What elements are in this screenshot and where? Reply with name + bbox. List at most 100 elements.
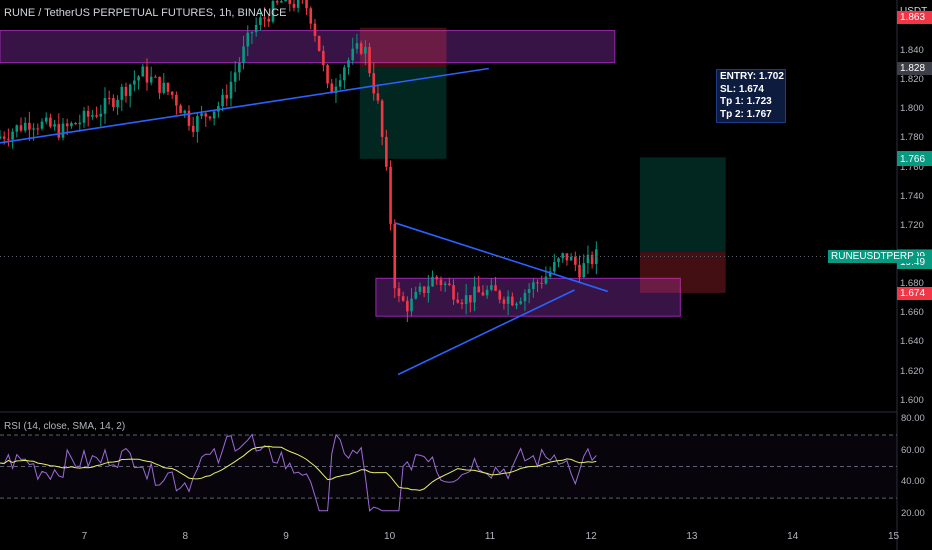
candle-body <box>36 128 40 130</box>
candle-body <box>49 117 52 127</box>
candle-body <box>540 282 544 284</box>
candle-body <box>271 1 275 22</box>
rsi-axis-label: 20.00 <box>901 507 925 519</box>
candle-body <box>149 76 153 83</box>
candle-body <box>263 17 266 19</box>
candle-body <box>212 111 216 119</box>
candle-body <box>238 62 241 73</box>
position-risk-past-short <box>359 27 447 68</box>
candle-body <box>288 0 292 4</box>
candle-body <box>208 116 212 119</box>
tp1-text: Tp 1: 1.723 <box>720 96 772 107</box>
candle-body <box>414 291 418 299</box>
candle-body <box>582 263 586 278</box>
candle-body <box>70 123 73 127</box>
candle-body <box>23 122 27 131</box>
candle-body <box>557 258 560 262</box>
price-axis-label: 1.840 <box>900 45 924 56</box>
date-axis-label: 8 <box>182 531 189 542</box>
candle-body <box>389 166 392 224</box>
candle-body <box>0 136 2 139</box>
candle-body <box>280 1 283 3</box>
candle-body <box>351 48 355 61</box>
candle-body <box>469 295 472 303</box>
candle-body <box>107 98 111 100</box>
candle-body <box>368 47 371 74</box>
zone-resistance <box>0 30 616 64</box>
candle-body <box>179 105 182 114</box>
candle-body <box>158 76 161 93</box>
candle-body <box>330 83 334 94</box>
candle-body <box>439 279 443 286</box>
rsi-axis-label: 40.00 <box>901 476 925 488</box>
candle-body <box>435 276 439 280</box>
candle-body <box>553 261 556 272</box>
candle-body <box>569 256 573 261</box>
candle-body <box>154 76 157 78</box>
candle-body <box>233 72 237 82</box>
candle-body <box>221 94 224 107</box>
price-tag: 1.828 <box>897 62 932 76</box>
date-axis-label: 13 <box>686 531 698 542</box>
date-axis-label: 7 <box>81 531 88 542</box>
candle-body <box>57 124 61 138</box>
entry-text: ENTRY: 1.702 <box>720 71 784 82</box>
rsi-title: RSI (14, close, SMA, 14, 2) <box>4 421 126 432</box>
candle-body <box>506 296 510 304</box>
trade-info-box: ENTRY: 1.702 SL: 1.674 Tp 1: 1.723 Tp 2:… <box>716 69 786 123</box>
candle-body <box>574 256 577 265</box>
candle-body <box>422 286 426 293</box>
candle-body <box>490 285 493 290</box>
candle-body <box>548 271 552 277</box>
candle-body <box>359 43 363 54</box>
candle-body <box>544 276 548 284</box>
candle-body <box>44 117 48 122</box>
candle-body <box>309 8 313 24</box>
price-axis-label: 1.780 <box>900 132 924 144</box>
stop-loss-text: SL: 1.674 <box>720 83 764 95</box>
candle-body <box>456 299 460 303</box>
candle-body <box>485 289 489 296</box>
candle-body <box>355 43 359 49</box>
candle-body <box>170 91 174 95</box>
candle-body <box>502 299 506 304</box>
candle-body <box>296 0 300 8</box>
candle-body <box>133 80 136 85</box>
candle-body <box>498 290 502 300</box>
candle-body <box>464 295 468 305</box>
candle-body <box>418 286 422 292</box>
candle-body <box>317 35 321 51</box>
candle-body <box>137 76 140 81</box>
candle-body <box>376 93 380 101</box>
candle-body <box>250 32 254 34</box>
candle-body <box>65 123 69 127</box>
candle-body <box>275 1 279 3</box>
zone-support <box>375 277 681 317</box>
candle-body <box>128 84 132 96</box>
candle-body <box>145 66 149 83</box>
rsi-axis-label: 80.00 <box>901 413 925 425</box>
candle-body <box>511 296 514 306</box>
date-axis-label: 14 <box>787 531 799 542</box>
candle-body <box>86 110 90 117</box>
price-axis-label: 1.620 <box>900 365 924 377</box>
date-axis-label: 12 <box>585 531 597 542</box>
candle-body <box>200 113 203 117</box>
candle-body <box>431 276 434 287</box>
position-reward-current-long <box>639 157 726 253</box>
candle-body <box>187 110 191 126</box>
price-axis-label: 1.680 <box>900 278 924 290</box>
candle-body <box>326 64 329 84</box>
candle-body <box>7 138 10 140</box>
candle-body <box>448 283 451 285</box>
candle-body <box>91 115 94 117</box>
symbol-tag: RUNEUSDTPERP <box>828 250 917 264</box>
position-risk-current-long <box>639 252 726 293</box>
price-axis-label: 1.740 <box>900 190 924 202</box>
candle-body <box>225 94 229 99</box>
price-axis-label: 1.640 <box>900 336 924 348</box>
candle-body <box>246 32 250 47</box>
candle-body <box>183 110 187 114</box>
candle-body <box>372 73 376 94</box>
